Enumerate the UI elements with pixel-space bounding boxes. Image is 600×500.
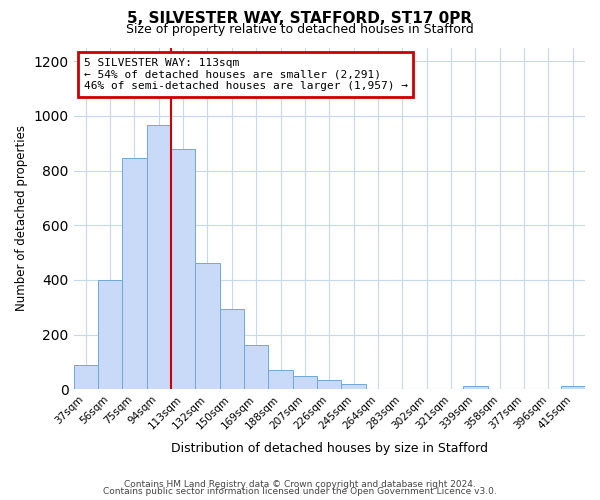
Bar [268,370,293,389]
Bar [560,386,585,389]
Bar [171,148,196,389]
Bar [146,126,171,389]
Bar [463,386,488,389]
Bar [220,308,244,389]
Text: Contains HM Land Registry data © Crown copyright and database right 2024.: Contains HM Land Registry data © Crown c… [124,480,476,489]
Bar [122,158,146,389]
Bar [293,376,317,389]
Bar [98,280,122,389]
Text: 5 SILVESTER WAY: 113sqm
← 54% of detached houses are smaller (2,291)
46% of semi: 5 SILVESTER WAY: 113sqm ← 54% of detache… [84,58,408,91]
Text: Size of property relative to detached houses in Stafford: Size of property relative to detached ho… [126,22,474,36]
X-axis label: Distribution of detached houses by size in Stafford: Distribution of detached houses by size … [171,442,488,455]
Bar [74,364,98,389]
Bar [341,384,366,389]
Bar [244,346,268,389]
Text: Contains public sector information licensed under the Open Government Licence v3: Contains public sector information licen… [103,487,497,496]
Bar [196,264,220,389]
Bar [317,380,341,389]
Y-axis label: Number of detached properties: Number of detached properties [15,126,28,312]
Text: 5, SILVESTER WAY, STAFFORD, ST17 0PR: 5, SILVESTER WAY, STAFFORD, ST17 0PR [127,11,473,26]
